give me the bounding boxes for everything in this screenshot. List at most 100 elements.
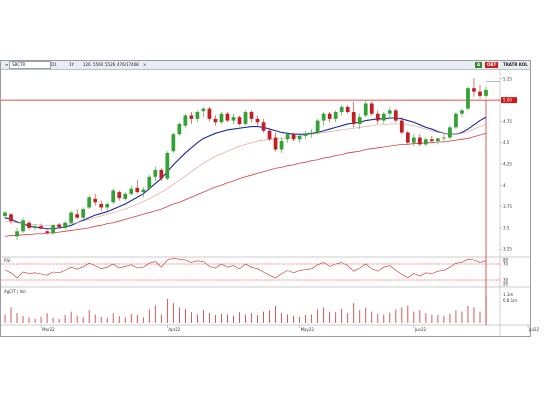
sma-mid-line — [4, 123, 487, 226]
candle-body — [327, 113, 332, 119]
field-3: 5526 — [105, 62, 116, 67]
candle-body — [201, 108, 206, 112]
candle-body — [448, 127, 452, 138]
candle-body — [177, 123, 182, 135]
candle-body — [297, 135, 302, 140]
price-marker-badge — [501, 97, 517, 104]
flag-c[interactable]: TRATR KOL — [503, 62, 528, 67]
candle-body — [111, 190, 116, 203]
rsi-tick-label: 70 — [503, 262, 509, 267]
price-tick-label: 3.5 — [503, 225, 510, 230]
price-tick-label: 4.75 — [503, 119, 512, 124]
candle-body — [333, 112, 338, 119]
candle-body — [189, 115, 194, 119]
sma-slow-line — [4, 132, 487, 237]
field-2: 5560 — [93, 62, 104, 67]
candle-body — [237, 117, 242, 124]
candle-body — [424, 139, 428, 145]
candle-body — [339, 106, 344, 113]
price-tick-label: 3.75 — [503, 204, 512, 209]
candle-body — [321, 113, 326, 121]
candle-body — [345, 106, 350, 113]
chart-menu-icon[interactable]: ≡ — [5, 62, 9, 67]
volume-tick-label: 0.8.1m — [503, 298, 517, 303]
candle-body — [93, 198, 98, 203]
candle-body — [117, 192, 122, 199]
candle-body — [183, 115, 188, 126]
rsi-label: RSI — [4, 258, 11, 263]
candle-body — [123, 193, 128, 199]
rsi-tick-label: 30 — [503, 278, 509, 283]
candle-body — [309, 132, 314, 135]
candle-body — [454, 113, 458, 128]
date-tick-label: Apr22 — [168, 327, 180, 332]
symbol-field[interactable]: SBCTR — [9, 61, 51, 69]
date-tick-label: Mar22 — [42, 327, 55, 332]
candle-body — [87, 197, 92, 208]
candle-body — [159, 169, 164, 179]
candle-body — [45, 231, 49, 233]
candle-body — [225, 113, 230, 121]
candle-body — [195, 112, 200, 119]
price-tick-label: 4.25 — [503, 162, 512, 167]
flag-a[interactable]: A — [475, 62, 483, 68]
candle-body — [27, 222, 31, 228]
candle-body — [147, 176, 152, 189]
bars-selector[interactable]: 1Y — [69, 62, 74, 67]
candle-body — [442, 137, 446, 139]
candle-body — [472, 88, 476, 92]
candle-body — [249, 112, 254, 119]
candle-body — [63, 222, 67, 228]
candle-body — [399, 120, 404, 133]
candle-body — [363, 103, 368, 116]
candle-body — [57, 224, 61, 228]
candle-body — [129, 188, 134, 194]
volume-tick-label: 1.1m — [503, 292, 513, 297]
candle-body — [171, 134, 176, 152]
candle-body — [255, 118, 260, 123]
candle-body — [9, 214, 13, 222]
candle-body — [375, 113, 380, 121]
candle-body — [405, 132, 410, 143]
field-1: 126 — [83, 62, 91, 67]
candle-body — [51, 225, 55, 233]
interval-selector[interactable]: D1 — [51, 62, 57, 67]
date-tick-label: Jul22 — [528, 327, 539, 332]
candle-body — [387, 110, 392, 114]
candle-body — [285, 134, 290, 140]
candle-body — [153, 169, 158, 177]
flag-b[interactable]: OBT — [485, 62, 499, 68]
candle-body — [357, 117, 362, 124]
chart-toolbar: ≡ SBCTR D1 1Y 126 5560 5526 476/17408 × … — [1, 61, 530, 70]
candle-body — [279, 141, 284, 150]
date-tick-label: May22 — [301, 327, 315, 332]
candle-body — [351, 112, 356, 124]
candle-body — [33, 226, 37, 228]
candle-body — [21, 220, 25, 232]
price-tick-label: 5.25 — [503, 76, 512, 81]
field-4: 476/17408 — [117, 62, 139, 67]
price-marker-label: 5.00 — [503, 98, 512, 103]
sma-fast-line — [4, 116, 487, 230]
candle-body — [75, 214, 80, 218]
price-tick-label: 3.25 — [503, 247, 512, 252]
rsi-tick-label: 80 — [503, 258, 509, 263]
candle-body — [417, 137, 422, 145]
candle-body — [315, 120, 320, 133]
candle-body — [411, 137, 416, 143]
candle-body — [430, 139, 434, 141]
candle-body — [381, 113, 386, 121]
candle-body — [291, 134, 296, 140]
candle-body — [165, 152, 170, 179]
date-tick-label: Jun22 — [414, 327, 427, 332]
price-tick-label: 4 — [503, 183, 506, 188]
candle-body — [3, 212, 7, 216]
candle-body — [369, 103, 374, 114]
candle-body — [460, 110, 464, 114]
volume-label: AgCIT | Vol — [4, 289, 26, 294]
candle-body — [99, 204, 104, 208]
candle-body — [39, 226, 43, 229]
candle-body — [484, 89, 488, 96]
toolbar-close-icon[interactable]: × — [143, 62, 147, 67]
